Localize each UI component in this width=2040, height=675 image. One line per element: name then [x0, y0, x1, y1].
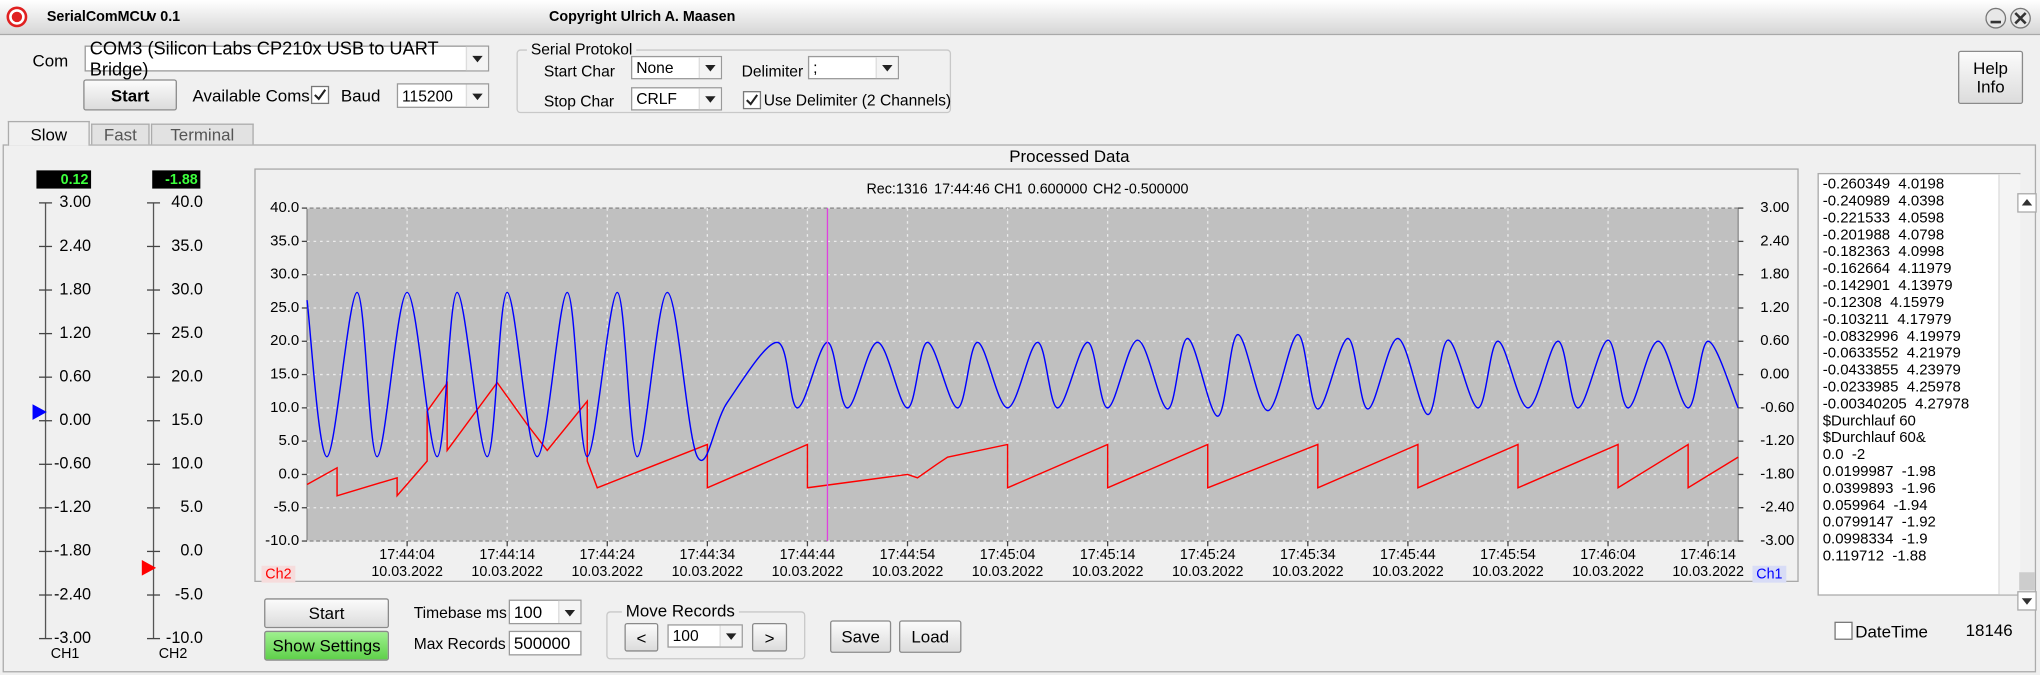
log-box: -0.260349 4.0198 -0.240989 4.0398 -0.22153… [1817, 172, 2021, 596]
delimiter-label: Delimiter [741, 62, 804, 81]
app-name: SerialComMCU [46, 9, 151, 25]
delimiter-combo[interactable]: ; [807, 55, 900, 80]
stop-char-value: CRLF [636, 89, 677, 108]
log-line: -0.0433855 4.23979 [1822, 362, 1961, 379]
use-delimiter-label: Use Delimiter (2 Channels) [763, 91, 952, 110]
tab-page [2, 144, 2037, 673]
max-records-input[interactable]: 500000 [508, 630, 582, 656]
log-line: $Durchlauf 60& [1822, 430, 1926, 447]
load-button[interactable]: Load [899, 620, 962, 653]
log-line: -0.240989 4.0398 [1822, 193, 1945, 210]
step-combo[interactable]: 100 [667, 624, 743, 648]
log-line: -0.0233985 4.25978 [1822, 379, 1961, 396]
next-button[interactable]: > [751, 622, 788, 652]
stop-char-combo[interactable]: CRLF [630, 87, 723, 111]
log-line: 0.0998334 -1.9 [1822, 531, 1928, 548]
log-line: -0.221533 4.0598 [1822, 210, 1945, 227]
log-scrollbar[interactable] [1998, 174, 2038, 611]
log-line: -0.260349 4.0198 [1822, 176, 1945, 193]
record-count: 18146 [1965, 620, 2013, 640]
stop-char-label: Stop Char [543, 92, 615, 111]
max-records-label: Max Records [413, 634, 506, 653]
baud-value: 115200 [402, 86, 453, 105]
available-coms-label: Available Coms [192, 85, 310, 106]
start-char-label: Start Char [543, 62, 615, 81]
log-line: 0.119712 -1.88 [1822, 548, 1927, 565]
baud-combo[interactable]: 115200 [396, 83, 490, 108]
protocol-group-title: Serial Protokol [526, 40, 637, 59]
log-line: 0.0799147 -1.92 [1822, 515, 1936, 531]
log-line: -0.103211 4.17979 [1822, 312, 1952, 328]
max-records-value: 500000 [513, 633, 571, 653]
help-line: Help [1973, 57, 2008, 78]
tab-slow[interactable]: Slow [7, 120, 90, 146]
available-coms-checkbox[interactable] [310, 85, 330, 105]
start-char-combo[interactable]: None [630, 55, 723, 80]
start-record-button[interactable]: Start [264, 598, 390, 629]
log-line: 0.0399893 -1.96 [1822, 481, 1936, 497]
baud-label: Baud [340, 85, 381, 106]
timebase-value: 100 [513, 602, 543, 622]
show-settings-button[interactable]: Show Settings [264, 630, 390, 661]
datetime-label: DateTime [1855, 621, 1928, 642]
log-line: -0.0832996 4.19979 [1822, 329, 1961, 345]
log-line: $Durchlauf 60 [1822, 413, 1916, 430]
datetime-checkbox[interactable] [1834, 621, 1853, 640]
log-line: -0.142901 4.13979 [1822, 278, 1953, 294]
prev-button[interactable]: < [624, 622, 659, 652]
window-buttons[interactable] [1985, 7, 2037, 30]
app-version: v 0.1 [148, 9, 181, 25]
timebase-combo[interactable]: 100 [508, 599, 582, 625]
log-line: -0.00340205 4.27978 [1822, 396, 1970, 413]
start-char-value: None [636, 58, 674, 77]
log-line: 0.0 -2 [1822, 447, 1866, 464]
com-port: COM3 (Silicon Labs CP210x USB to UART Br… [89, 37, 439, 80]
com-label: Com [32, 50, 69, 71]
app-icon [6, 6, 28, 28]
com-port-combo[interactable]: COM3 (Silicon Labs CP210x USB to UART Br… [84, 38, 490, 79]
help-info-button[interactable]: Help Info [1958, 50, 2024, 105]
log-line: 0.0199987 -1.98 [1822, 464, 1936, 480]
tab-fast[interactable]: Fast [91, 123, 150, 145]
log-line: -0.201988 4.0798 [1822, 227, 1945, 244]
log-line: -0.182363 4.0998 [1822, 244, 1945, 261]
log-line: -0.12308 4.15979 [1822, 295, 1945, 311]
copyright: Copyright Ulrich A. Maasen [549, 9, 736, 25]
move-records-title: Move Records [621, 600, 739, 621]
delimiter-value: ; [813, 58, 818, 77]
tab-terminal[interactable]: Terminal [150, 123, 254, 145]
use-delimiter-checkbox[interactable] [742, 91, 762, 110]
step-value: 100 [672, 626, 699, 646]
log-line: -0.162664 4.11979 [1822, 261, 1952, 278]
save-button[interactable]: Save [830, 620, 892, 653]
start-button[interactable]: Start [83, 79, 177, 111]
protocol-group [516, 49, 952, 114]
title-bar [0, 0, 2040, 36]
timebase-label: Timebase ms [413, 603, 507, 622]
log-line: 0.059964 -1.94 [1822, 498, 1928, 514]
log-line: -0.0633552 4.21979 [1822, 345, 1961, 362]
info-line: Info [1976, 76, 2005, 96]
